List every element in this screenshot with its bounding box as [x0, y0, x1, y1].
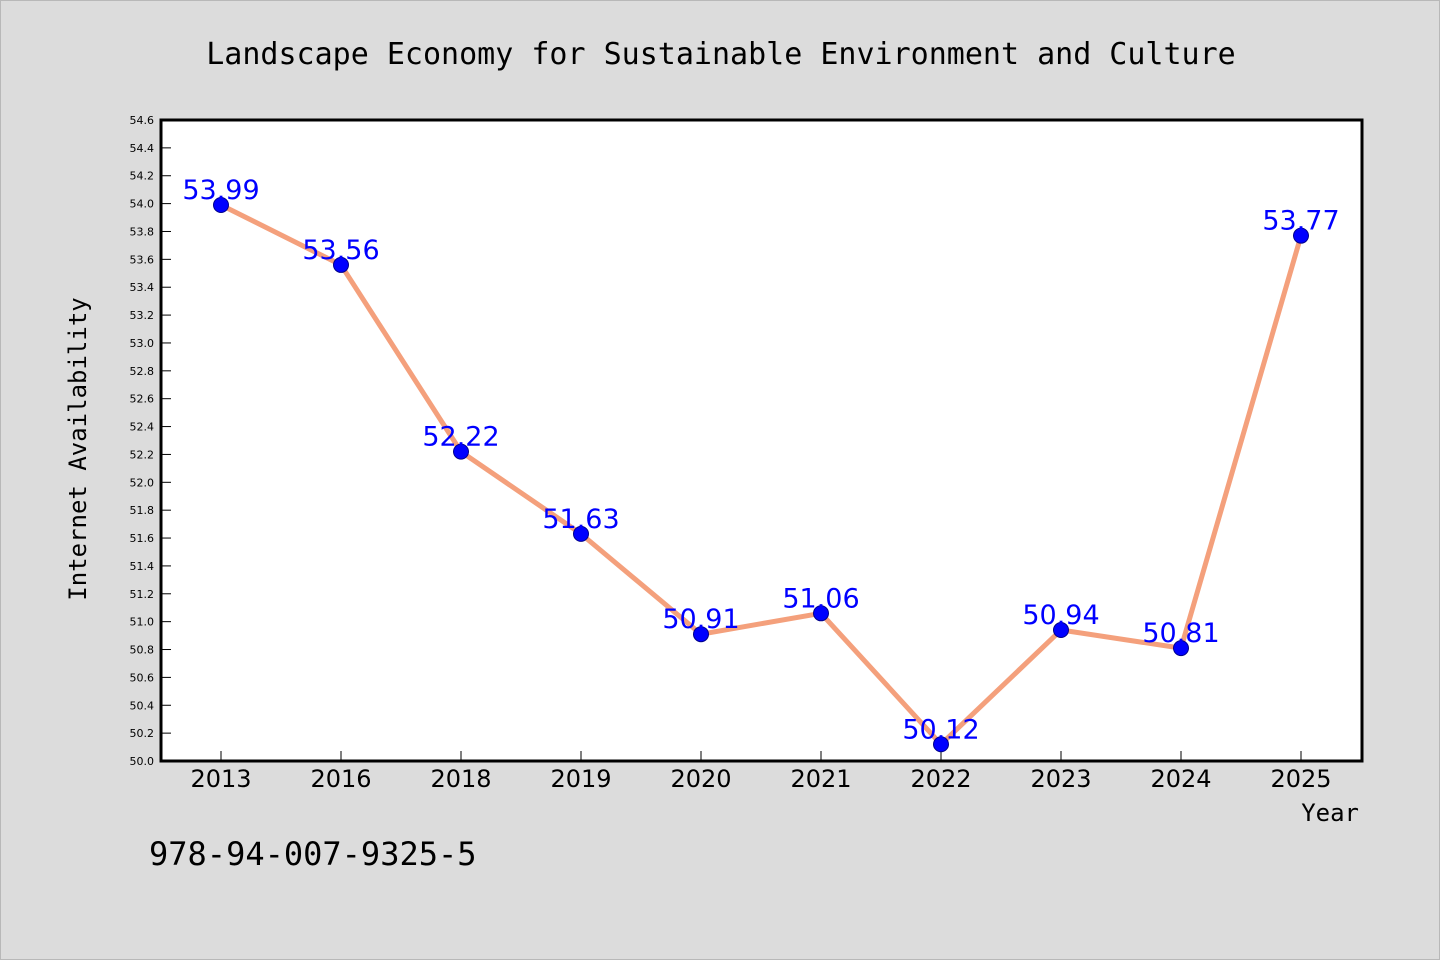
y-tick-label: 51.8 [130, 504, 155, 517]
data-point-marker [1293, 227, 1309, 244]
y-tick-label: 53.2 [130, 309, 155, 322]
y-tick-label: 52.2 [130, 448, 155, 461]
y-tick-label: 51.2 [130, 588, 155, 601]
x-tick-label: 2016 [310, 765, 371, 793]
data-point-marker [693, 626, 709, 643]
y-tick-label: 50.4 [130, 699, 155, 712]
y-axis-ticks: 50.0 50.2 50.4 50.6 50.8 51.0 51.2 51.4 51.6 51.8… [130, 114, 171, 768]
y-tick-label: 50.0 [130, 755, 155, 768]
series-line [218, 202, 1304, 747]
y-tick-label: 50.6 [130, 671, 155, 684]
data-point-marker [573, 525, 589, 542]
y-tick-label: 51.6 [130, 532, 155, 545]
y-tick-label: 54.6 [130, 114, 155, 127]
y-tick-label: 51.4 [130, 560, 155, 573]
x-tick-label: 2019 [550, 765, 611, 793]
y-tick-label: 54.0 [130, 198, 155, 211]
y-tick-label: 53.0 [130, 337, 155, 350]
y-tick-label: 53.6 [130, 253, 155, 266]
data-point-marker [213, 197, 229, 214]
y-tick-label: 51.0 [130, 616, 155, 629]
data-point-label: 53.56 [302, 235, 379, 266]
data-point-marker [453, 443, 469, 460]
data-point-marker [1053, 622, 1069, 639]
data-point-marker [813, 605, 829, 622]
data-point-label: 50.94 [1022, 600, 1099, 631]
y-axis-label: Internet Availability [64, 297, 92, 600]
data-point-label: 50.91 [662, 604, 739, 635]
x-tick-label: 2024 [1150, 765, 1211, 793]
data-point-marker [333, 256, 349, 273]
x-tick-label: 2022 [910, 765, 971, 793]
plot-frame [159, 118, 1364, 763]
data-point-label: 51.63 [542, 504, 619, 535]
y-tick-label: 52.6 [130, 393, 155, 406]
data-point-marker [1173, 640, 1189, 657]
y-tick-label: 54.2 [130, 170, 155, 183]
data-point-marker [933, 736, 949, 753]
data-point-label: 53.99 [182, 175, 259, 206]
x-axis-ticks: 2013 2016 2018 2019 2020 2021 2022 2023 2024 2025 [190, 751, 1332, 793]
plot-area [161, 120, 1362, 761]
x-tick-label: 2013 [190, 765, 251, 793]
y-tick-label: 52.8 [130, 365, 155, 378]
data-point-label: 52.22 [422, 422, 499, 453]
y-tick-label: 52.4 [130, 421, 155, 434]
data-labels: 53.99 53.56 52.22 51.63 50.91 51.06 50.12 50.94… [182, 175, 1339, 745]
y-tick-label: 50.2 [130, 727, 155, 740]
data-point-label: 51.06 [782, 583, 859, 614]
x-tick-label: 2020 [670, 765, 731, 793]
y-tick-label: 53.4 [130, 281, 155, 294]
x-axis-label: Year [1301, 799, 1359, 827]
chart-title: Landscape Economy for Sustainable Enviro… [206, 37, 1236, 72]
isbn-text: 978-94-007-9325-5 [149, 835, 477, 873]
data-point-label: 50.81 [1142, 618, 1219, 649]
y-tick-label: 52.0 [130, 476, 155, 489]
x-tick-label: 2023 [1030, 765, 1091, 793]
y-tick-label: 50.8 [130, 644, 155, 657]
y-tick-label: 53.8 [130, 225, 155, 238]
data-point-label: 50.12 [902, 714, 979, 745]
y-tick-label: 54.4 [130, 142, 155, 155]
data-markers [213, 197, 1309, 753]
x-tick-label: 2021 [790, 765, 851, 793]
x-tick-label: 2025 [1270, 765, 1331, 793]
x-tick-label: 2018 [430, 765, 491, 793]
data-point-label: 53.77 [1262, 206, 1339, 237]
